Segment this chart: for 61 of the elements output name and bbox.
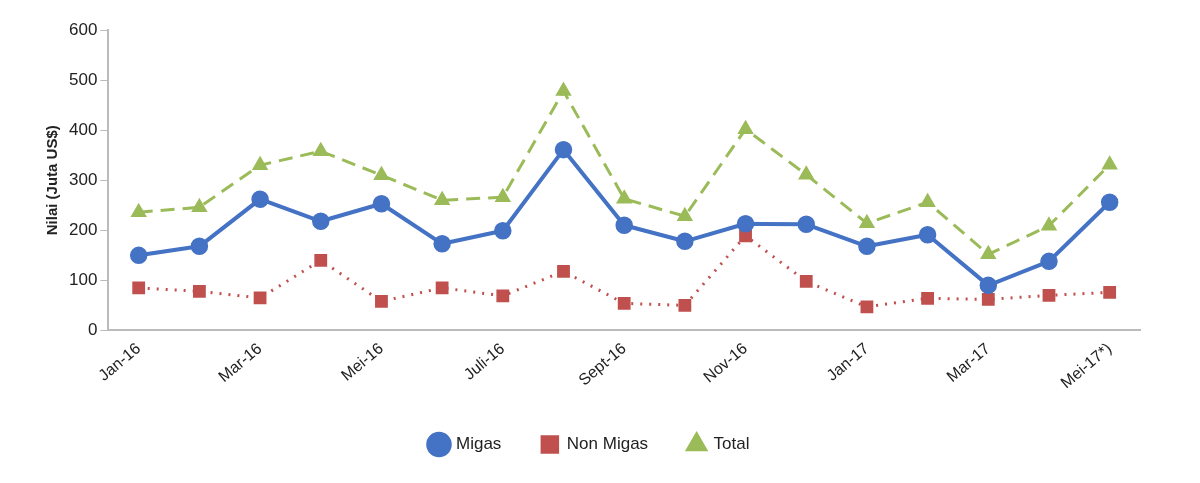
point [373,166,390,180]
point [918,226,937,244]
point [434,191,450,205]
point [860,300,874,314]
point [797,215,815,234]
point [312,212,330,231]
y-tick-label: 100 [68,270,98,290]
point [496,289,510,303]
point [314,253,328,267]
point [251,190,269,208]
legend-label: Migas [455,434,502,454]
point [1042,288,1056,302]
point [557,264,570,278]
point [677,207,693,222]
point [554,140,573,159]
point [555,82,572,96]
point [676,232,694,251]
point [253,291,267,305]
point [494,222,512,240]
legend-label: Non Migas [566,434,649,454]
point [372,195,391,213]
point [919,193,936,207]
point [1101,155,1118,170]
point [617,296,631,310]
point [495,188,511,202]
point [252,156,268,170]
point [615,216,633,235]
point [375,294,388,308]
point [979,276,998,295]
point [981,292,995,306]
point [132,281,146,295]
point [1040,252,1058,271]
point [859,214,875,229]
point [799,274,813,288]
point [921,291,935,305]
point [1041,217,1057,231]
point [190,237,209,256]
point [129,246,148,265]
point [980,245,996,260]
point [433,235,451,253]
point [736,215,755,233]
point [435,281,449,295]
point [191,198,208,212]
point [678,298,692,312]
point [192,284,206,298]
point [313,142,329,156]
y-tick-label: 200 [68,219,98,239]
legend-label: Total [713,434,750,454]
point [131,203,147,218]
point [1100,193,1119,211]
point [616,189,632,204]
point [858,237,876,256]
point [798,165,814,180]
y-tick-label: 600 [68,19,98,39]
y-axis-title: Nilai (Juta US$) [43,125,61,236]
y-tick-label: 0 [87,320,98,340]
y-tick-label: 500 [68,69,98,89]
point [737,120,754,134]
y-tick-label: 400 [68,119,98,139]
point [1103,285,1117,299]
y-tick-label: 300 [68,169,98,189]
